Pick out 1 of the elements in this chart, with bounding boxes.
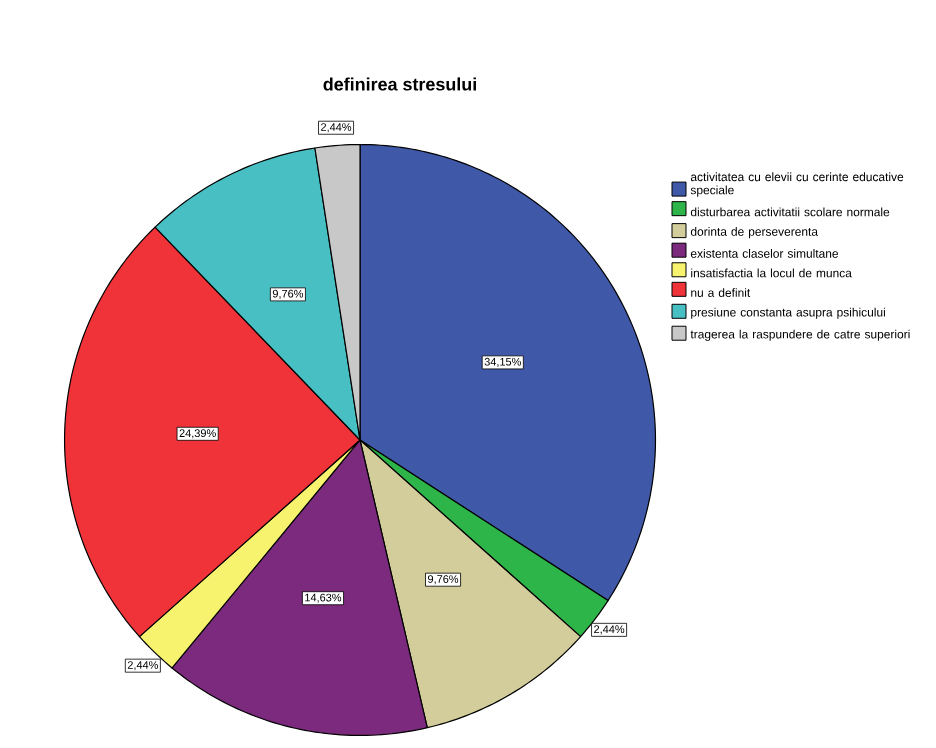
chart-title: definirea stresului: [323, 77, 476, 91]
